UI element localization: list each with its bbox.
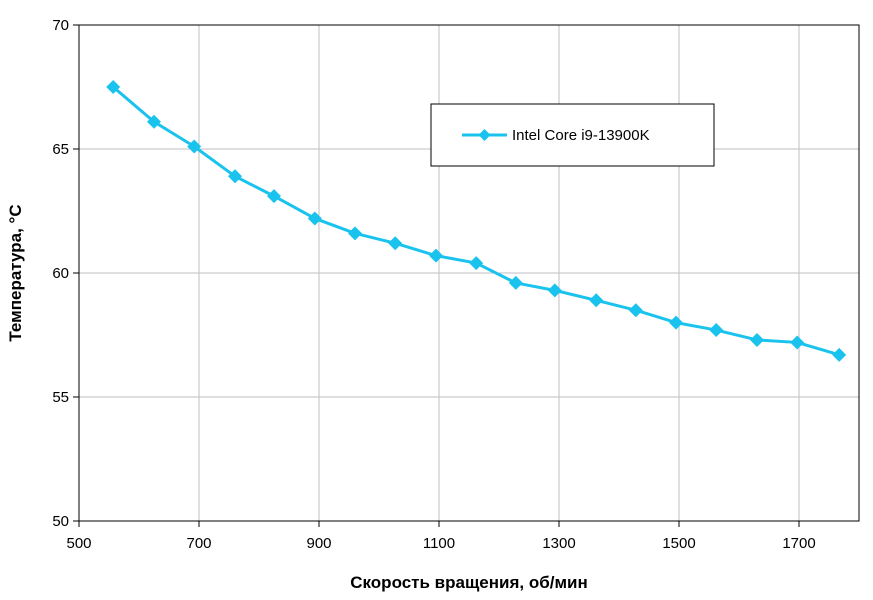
x-tick-label: 900 [306, 535, 331, 552]
data-point [429, 248, 443, 263]
y-axis-title: Температура, °C [6, 204, 25, 341]
x-axis: 500 700 900 1100 1300 1500 1700 [66, 521, 816, 552]
x-axis-title: Скорость вращения, об/мин [350, 573, 588, 592]
data-point [267, 189, 281, 204]
data-point [228, 169, 242, 184]
y-tick-label: 70 [52, 17, 69, 34]
data-point [106, 80, 121, 94]
x-tick-label: 1500 [662, 535, 695, 552]
data-point [790, 335, 805, 350]
data-point [709, 323, 724, 338]
data-point [547, 283, 562, 298]
y-tick-label: 65 [52, 141, 69, 158]
y-axis: 50 55 60 65 70 [52, 17, 79, 530]
legend-label: Intel Core i9-13900K [512, 127, 650, 144]
y-tick-label: 55 [52, 389, 69, 406]
x-tick-label: 1100 [423, 535, 455, 552]
series-layer [106, 80, 847, 362]
x-tick-label: 700 [186, 535, 211, 552]
data-point [589, 293, 604, 308]
data-point [750, 332, 764, 347]
data-point [832, 347, 847, 362]
data-point [628, 303, 643, 318]
legend-marker [478, 129, 491, 141]
legend: Intel Core i9-13900K [430, 103, 715, 167]
data-point [669, 315, 683, 330]
y-tick-label: 60 [52, 265, 69, 282]
data-point [388, 236, 403, 251]
y-tick-label: 50 [52, 513, 69, 530]
data-point [147, 114, 161, 129]
data-point [348, 226, 362, 241]
data-point [508, 275, 523, 290]
data-point [469, 256, 484, 271]
x-tick-label: 1700 [782, 535, 815, 552]
data-point [187, 139, 202, 154]
data-point [307, 211, 322, 226]
x-tick-label: 1300 [542, 535, 575, 552]
x-tick-label: 500 [66, 535, 91, 552]
